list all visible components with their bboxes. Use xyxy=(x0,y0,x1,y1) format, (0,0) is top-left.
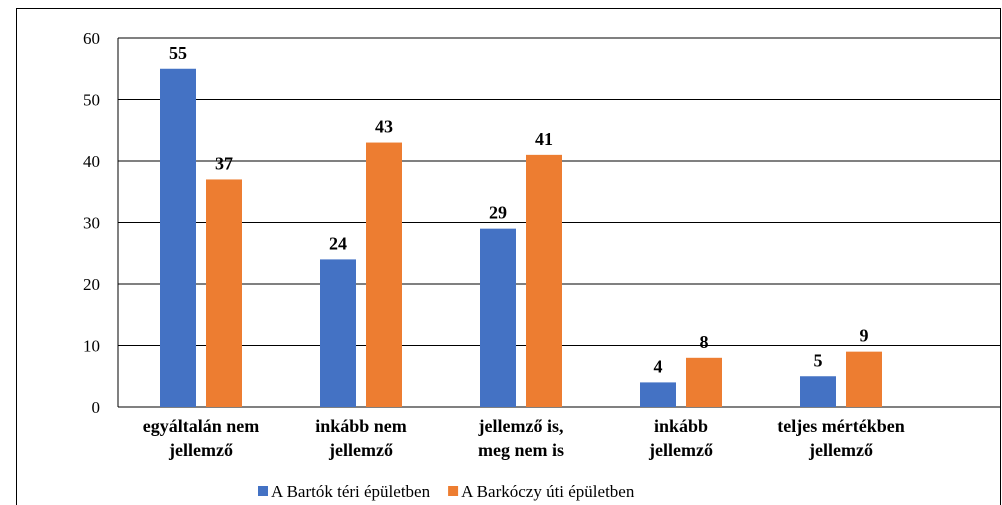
legend: A Bartók téri épületben A Barkóczy úti ép… xyxy=(258,482,635,501)
legend-label: A Barkóczy úti épületben xyxy=(461,482,635,501)
legend-swatch xyxy=(448,486,459,496)
bar xyxy=(366,142,402,408)
data-label: 5 xyxy=(814,350,823,370)
data-label: 4 xyxy=(654,356,663,376)
data-label: 24 xyxy=(329,233,347,253)
data-label: 37 xyxy=(215,153,233,173)
bar xyxy=(480,228,516,407)
y-tick-label: 50 xyxy=(83,91,100,110)
data-label: 41 xyxy=(535,129,553,149)
legend-label: A Bartók téri épületben xyxy=(271,482,431,501)
data-label: 55 xyxy=(169,43,187,63)
bar xyxy=(526,154,562,407)
x-tick-label: jellemző is, meg nem is xyxy=(478,416,564,460)
data-label: 29 xyxy=(489,203,507,223)
bar xyxy=(640,382,676,407)
y-tick-label: 40 xyxy=(83,152,100,171)
x-tick-label: egyáltalán nem jellemző xyxy=(143,416,260,460)
data-label: 43 xyxy=(375,117,393,137)
y-tick-label: 10 xyxy=(83,337,100,356)
x-tick-label: inkább jellemző xyxy=(648,416,713,460)
data-label: 8 xyxy=(700,332,709,352)
bar xyxy=(160,68,196,407)
bar xyxy=(846,351,882,407)
y-tick-label: 20 xyxy=(83,275,100,294)
x-tick-label: inkább nem jellemző xyxy=(315,416,407,460)
legend-swatch xyxy=(258,486,268,496)
data-label: 9 xyxy=(860,326,869,346)
y-tick-label: 30 xyxy=(83,214,100,233)
bar xyxy=(320,259,356,407)
bar xyxy=(206,179,242,407)
x-tick-label: teljes mértékben jellemző xyxy=(777,416,904,460)
bar xyxy=(800,376,836,407)
y-tick-label: 0 xyxy=(92,398,101,417)
bar xyxy=(686,357,722,407)
y-tick-label: 60 xyxy=(83,29,100,48)
